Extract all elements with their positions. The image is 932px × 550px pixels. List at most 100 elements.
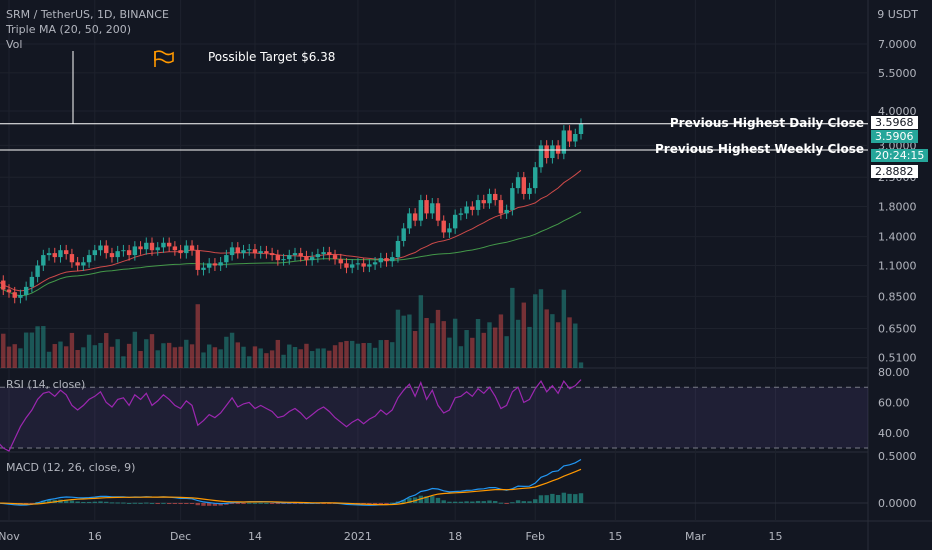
macd-histogram-bar xyxy=(275,503,281,504)
candle-body xyxy=(430,203,435,214)
candle-body xyxy=(98,245,103,251)
macd-histogram-bar xyxy=(390,502,395,504)
macd-histogram-bar xyxy=(161,502,166,504)
macd-histogram-bar xyxy=(269,503,275,504)
candle-body xyxy=(12,292,17,298)
candle-body xyxy=(58,250,63,258)
volume-bar xyxy=(258,348,263,368)
volume-bar xyxy=(327,350,332,368)
volume-bar xyxy=(161,343,166,368)
volume-bar xyxy=(172,347,178,368)
volume-bar xyxy=(189,344,195,368)
macd-histogram-bar xyxy=(109,502,115,504)
currency-label[interactable]: 9 USDT xyxy=(877,8,918,21)
volume-bar xyxy=(229,332,235,368)
candle-body xyxy=(241,250,246,254)
volume-bar xyxy=(401,315,406,368)
candle-body xyxy=(567,130,572,142)
macd-histogram-bar xyxy=(247,502,252,504)
time-axis-label: Mar xyxy=(685,530,706,543)
candle-body xyxy=(504,209,509,214)
candle-body xyxy=(327,252,332,256)
candle-body xyxy=(207,263,212,268)
macd-histogram-bar xyxy=(533,499,538,503)
daily-close-label[interactable]: Previous Highest Daily Close xyxy=(669,116,864,130)
volume-bar xyxy=(441,321,446,368)
candle-body xyxy=(550,145,555,159)
candle-body xyxy=(138,246,143,250)
macd-histogram-bar xyxy=(46,499,52,503)
rsi-label[interactable]: RSI (14, close) xyxy=(6,378,86,391)
volume-bar xyxy=(464,330,469,368)
volume-bar xyxy=(138,351,143,368)
macd-label[interactable]: MACD (12, 26, close, 9) xyxy=(6,461,136,474)
volume-bar xyxy=(550,314,555,368)
volume-bar xyxy=(493,327,498,368)
macd-histogram-bar xyxy=(138,502,143,504)
rsi-line xyxy=(0,379,582,452)
candle-body xyxy=(355,263,361,265)
candle-body xyxy=(81,262,86,266)
volume-bar xyxy=(275,339,281,368)
ma-indicator-label[interactable]: Triple MA (20, 50, 200) xyxy=(6,23,132,36)
time-axis-label: 16 xyxy=(88,530,102,543)
candle-body xyxy=(64,250,69,255)
volume-bar xyxy=(41,326,46,368)
candle-body xyxy=(201,267,206,270)
macd-histogram-bar xyxy=(75,501,80,503)
macd-histogram-bar xyxy=(207,503,212,506)
macd-histogram-bar xyxy=(241,503,246,504)
candle-body xyxy=(41,255,46,266)
candle-body xyxy=(452,214,458,229)
volume-indicator-label[interactable]: Vol xyxy=(6,38,23,51)
volume-bar xyxy=(58,341,63,368)
candle-body xyxy=(561,130,567,154)
macd-histogram-bar xyxy=(86,501,92,503)
candle-body xyxy=(287,255,292,260)
volume-bar xyxy=(235,342,240,368)
volume-bar xyxy=(338,342,343,368)
candle-body xyxy=(29,276,35,287)
candle-body xyxy=(338,259,343,264)
current-price-tag: 3.5906 xyxy=(871,130,918,143)
candle-body xyxy=(224,255,229,263)
volume-bar xyxy=(218,349,223,368)
daily-close-price-tag: 3.5968 xyxy=(871,116,918,129)
candle-body xyxy=(309,257,315,261)
macd-signal-line xyxy=(0,468,582,506)
candle-body xyxy=(487,193,492,204)
time-axis-label: 15 xyxy=(768,530,782,543)
macd-histogram-bar xyxy=(544,495,549,503)
candle-body xyxy=(258,251,263,254)
volume-bar xyxy=(498,314,504,368)
price-axis-label: 0.8500 xyxy=(878,290,917,303)
candle-body xyxy=(412,213,418,221)
macd-histogram-bar xyxy=(201,503,206,506)
macd-histogram-bar xyxy=(452,501,458,503)
price-axis-label: 4.0000 xyxy=(878,105,917,118)
volume-bar xyxy=(355,343,361,368)
macd-histogram-bar xyxy=(69,500,75,503)
candle-body xyxy=(69,254,75,263)
volume-bar xyxy=(510,287,515,368)
volume-bar xyxy=(52,344,57,368)
candle-body xyxy=(35,265,40,277)
candle-body xyxy=(367,264,372,267)
candle-body xyxy=(166,242,172,247)
target-annotation[interactable]: Possible Target $6.38 xyxy=(208,50,336,64)
candle-body xyxy=(104,245,109,254)
candle-body xyxy=(86,255,92,263)
weekly-close-label[interactable]: Previous Highest Weekly Close xyxy=(654,142,864,156)
macd-histogram-bar xyxy=(378,503,383,504)
symbol-title[interactable]: SRM / TetherUS, 1D, BINANCE xyxy=(6,8,169,21)
macd-histogram-bar xyxy=(372,503,378,504)
volume-bar xyxy=(1,333,6,368)
volume-bar xyxy=(149,334,155,368)
volume-bar xyxy=(384,339,389,368)
macd-histogram-bar xyxy=(132,502,138,504)
volume-bar xyxy=(46,351,52,368)
volume-bar xyxy=(23,332,29,368)
candle-body xyxy=(292,253,298,256)
